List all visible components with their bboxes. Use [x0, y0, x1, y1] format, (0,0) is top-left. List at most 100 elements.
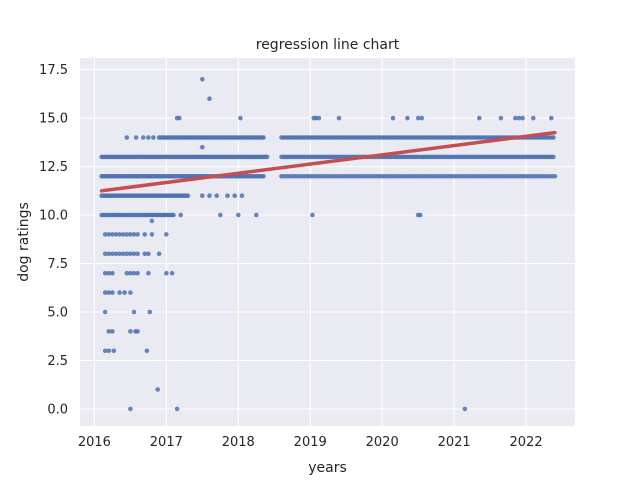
- regression-line: [99, 130, 557, 193]
- data-point: [128, 329, 133, 334]
- data-point: [155, 387, 160, 392]
- data-point: [102, 251, 108, 257]
- data-point: [549, 115, 554, 121]
- data-point: [552, 174, 558, 179]
- data-point: [164, 270, 169, 276]
- data-point: [232, 193, 237, 198]
- data-point: [135, 329, 140, 334]
- y-tick-label: 0.0: [47, 402, 68, 417]
- data-point: [415, 115, 421, 121]
- y-tick-label: 17.5: [39, 63, 68, 78]
- data-point: [113, 251, 119, 257]
- data-point: [106, 270, 112, 276]
- data-point: [551, 154, 556, 160]
- regression-line-group: [99, 130, 557, 193]
- data-point: [498, 115, 504, 121]
- data-point: [131, 232, 137, 237]
- data-point: [120, 232, 126, 237]
- y-tick-label: 15.0: [39, 112, 68, 127]
- data-point: [128, 406, 133, 412]
- data-point: [156, 251, 162, 257]
- plot-area: [80, 58, 575, 426]
- data-point: [144, 348, 150, 354]
- data-point: [146, 270, 151, 276]
- y-tick-label: 2.5: [47, 354, 68, 369]
- data-point: [185, 193, 191, 198]
- y-axis-label: dog ratings: [16, 202, 32, 282]
- data-point: [110, 251, 115, 257]
- data-point: [174, 406, 180, 412]
- data-point: [146, 135, 151, 140]
- data-point: [147, 309, 153, 315]
- data-point: [128, 290, 133, 295]
- data-point: [117, 251, 122, 257]
- data-point: [520, 115, 525, 121]
- data-point: [236, 212, 241, 218]
- x-tick-label: 2022: [510, 435, 543, 450]
- data-point: [238, 115, 243, 121]
- data-point: [261, 174, 266, 179]
- data-point: [200, 144, 205, 150]
- data-point: [336, 115, 342, 121]
- data-point: [516, 115, 522, 121]
- data-point: [418, 212, 423, 218]
- data-point: [102, 348, 108, 354]
- data-point: [142, 232, 148, 237]
- data-point: [207, 96, 212, 101]
- data-point: [207, 193, 212, 198]
- data-point: [169, 270, 175, 276]
- data-point: [419, 115, 425, 121]
- data-point: [141, 135, 146, 140]
- x-tick-label: 2019: [294, 435, 327, 450]
- data-point: [149, 218, 155, 224]
- data-point: [106, 348, 112, 354]
- data-point: [164, 232, 169, 237]
- data-point: [531, 115, 536, 121]
- data-point: [106, 290, 112, 295]
- data-point: [390, 115, 396, 121]
- data-point: [239, 193, 245, 198]
- data-point: [316, 115, 322, 121]
- data-point: [149, 232, 155, 237]
- data-point: [111, 348, 117, 354]
- chart-title: regression line chart: [256, 37, 400, 53]
- data-point: [310, 212, 315, 218]
- data-point: [117, 232, 122, 237]
- data-point: [124, 270, 130, 276]
- data-point: [253, 212, 259, 218]
- data-point: [261, 135, 266, 140]
- x-tick-label: 2016: [78, 435, 111, 450]
- data-point: [128, 251, 133, 257]
- data-point: [405, 115, 410, 121]
- data-point: [124, 135, 130, 140]
- x-axis-label: years: [308, 460, 347, 476]
- data-point: [146, 251, 151, 257]
- data-point: [102, 270, 108, 276]
- data-point: [131, 309, 137, 315]
- data-point: [214, 193, 219, 198]
- data-point: [513, 115, 518, 121]
- x-tick-label: 2021: [438, 435, 471, 450]
- data-point: [102, 232, 108, 237]
- data-point: [551, 135, 556, 140]
- data-point: [122, 290, 127, 295]
- data-point: [133, 135, 139, 140]
- x-tick-label: 2018: [222, 435, 255, 450]
- data-point: [106, 251, 112, 257]
- data-point: [110, 329, 115, 334]
- data-point: [142, 251, 148, 257]
- data-point: [110, 232, 115, 237]
- data-point: [177, 115, 182, 121]
- data-point: [477, 115, 482, 121]
- data-point: [124, 232, 130, 237]
- data-point: [171, 212, 176, 218]
- data-point: [128, 270, 133, 276]
- y-tick-label: 5.0: [47, 305, 68, 320]
- data-point: [110, 270, 115, 276]
- data-point: [135, 251, 140, 257]
- data-point: [113, 232, 119, 237]
- x-tick-label: 2020: [366, 435, 399, 450]
- y-tick-label: 12.5: [39, 160, 68, 175]
- data-point: [135, 232, 140, 237]
